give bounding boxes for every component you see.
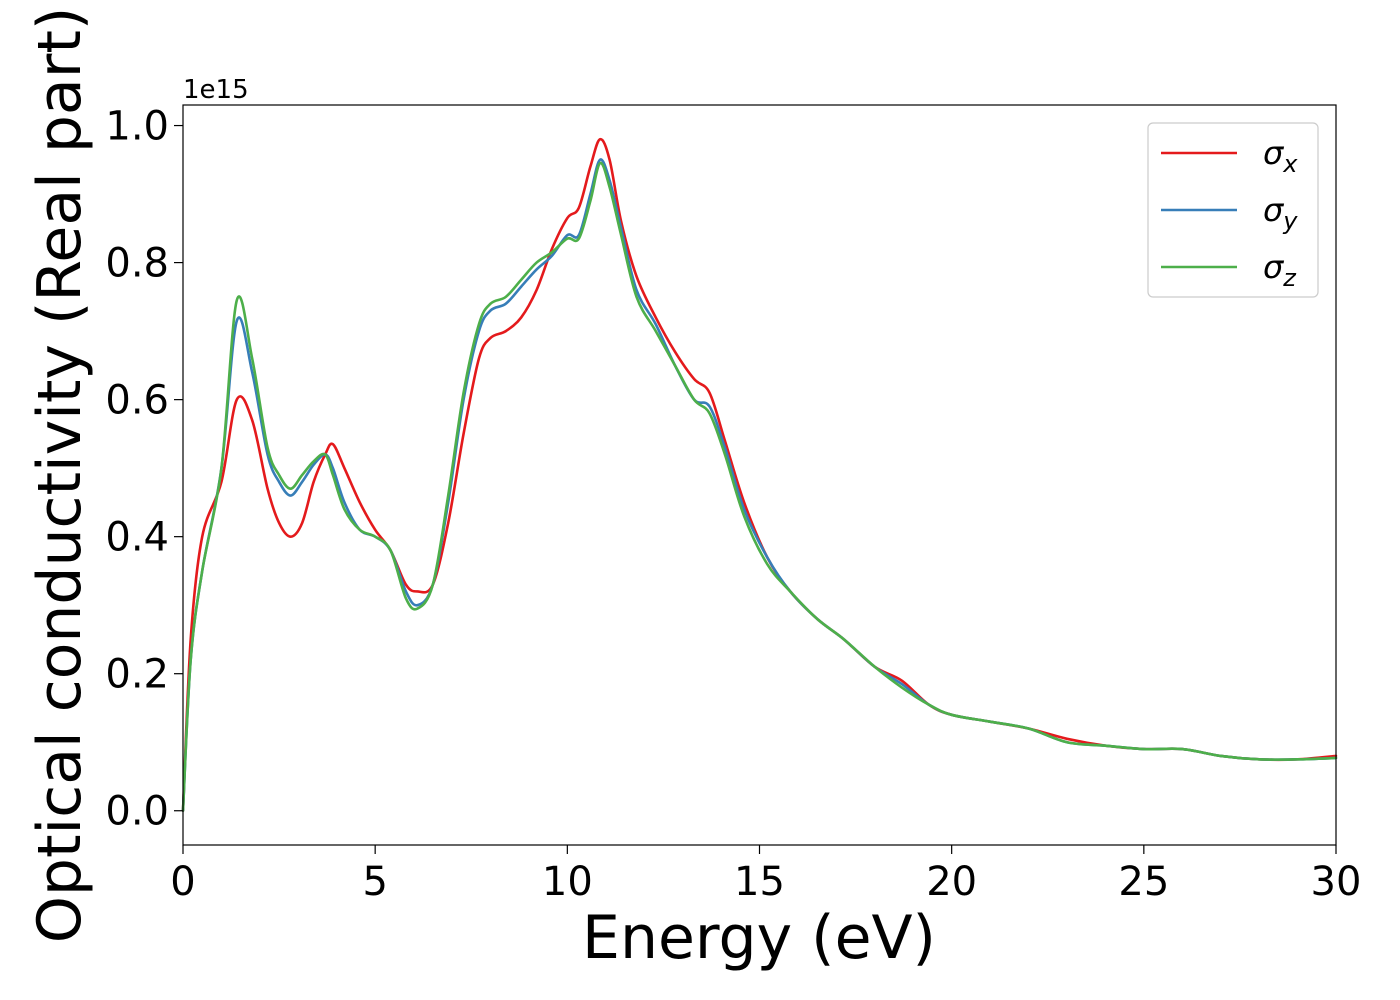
x-axis-ticks: 0 5 10 15 20 25 30 [170,845,1361,905]
x-tick-label: 25 [1118,859,1169,905]
legend-entries: σx σy σz [1161,134,1298,292]
y-tick-label: 0.0 [105,789,169,835]
y-tick-label: 1.0 [105,104,169,150]
y-tick-label: 0.4 [105,515,169,561]
x-tick-label: 20 [926,859,977,905]
plot-area [183,105,1336,845]
y-axis-ticks: 0.0 0.2 0.4 0.6 0.8 1.0 [105,104,183,835]
x-axis-title: Energy (eV) [582,903,936,973]
series-line-sigma-z [181,161,1338,813]
legend: σx σy σz [1147,122,1319,298]
x-tick-label: 30 [1311,859,1362,905]
x-tick-label: 15 [734,859,785,905]
legend-label: σz [1263,248,1297,292]
x-tick-label: 5 [362,859,387,905]
y-axis-title: Optical conductivity (Real part) [25,7,95,944]
y-offset-text: 1e15 [183,75,249,105]
legend-label: σy [1263,191,1298,235]
x-tick-label: 0 [170,859,195,905]
y-tick-label: 0.6 [105,378,169,424]
series-layer [181,137,1338,813]
y-tick-label: 0.2 [105,652,169,698]
y-tick-label: 0.8 [105,241,169,287]
x-tick-label: 10 [542,859,593,905]
legend-label: σx [1263,134,1298,178]
